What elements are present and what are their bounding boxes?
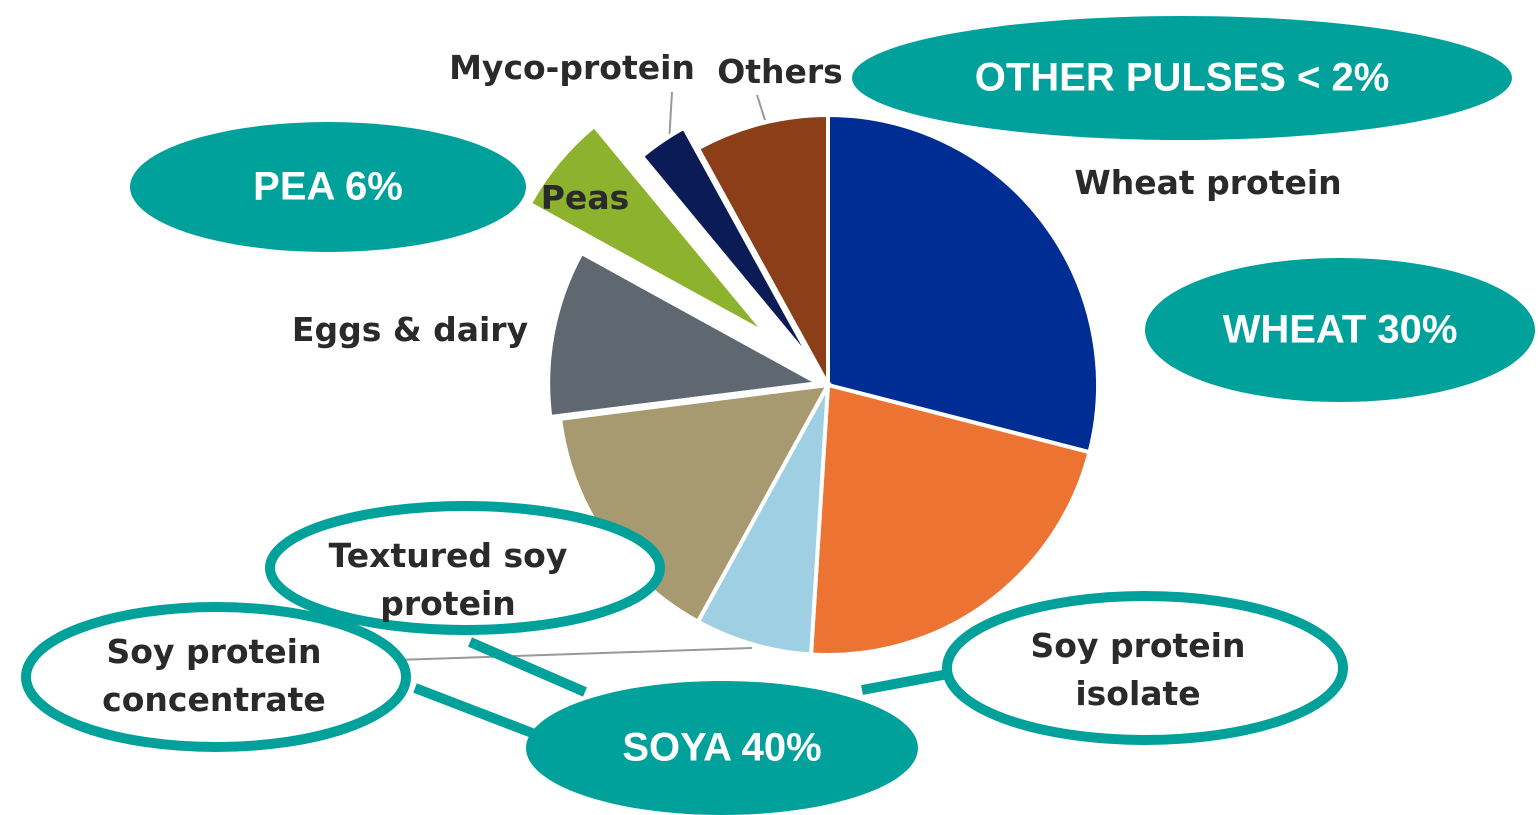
annotation: SOYA 40% xyxy=(622,725,822,770)
pie-slice xyxy=(695,384,830,657)
pie-slice xyxy=(546,250,825,420)
annotation: OTHER PULSES < 2% xyxy=(974,55,1390,100)
outline-ovals xyxy=(21,501,1348,752)
slice-label: Eggs & dairy xyxy=(291,310,529,349)
slice-label: Peas xyxy=(540,178,630,217)
slice-label: Others xyxy=(717,52,843,91)
annotation: WHEAT 30% xyxy=(1222,307,1458,352)
pie-slice xyxy=(527,123,768,336)
pie-slice xyxy=(695,112,830,386)
slice-label: Myco-protein xyxy=(449,48,695,87)
slice-label: Soy protein isolate xyxy=(1030,626,1246,713)
pie-slice xyxy=(826,112,1101,455)
slice-label: Soy protein concentrate xyxy=(102,632,326,719)
pie-slice xyxy=(808,382,1092,657)
slice-label: Wheat protein xyxy=(1074,163,1342,202)
slice-label: Textured soy protein xyxy=(328,536,568,623)
connectors xyxy=(413,637,949,741)
annotation-ovals xyxy=(130,16,1535,815)
pie-slice xyxy=(639,125,816,366)
annotation: PEA 6% xyxy=(253,164,403,209)
